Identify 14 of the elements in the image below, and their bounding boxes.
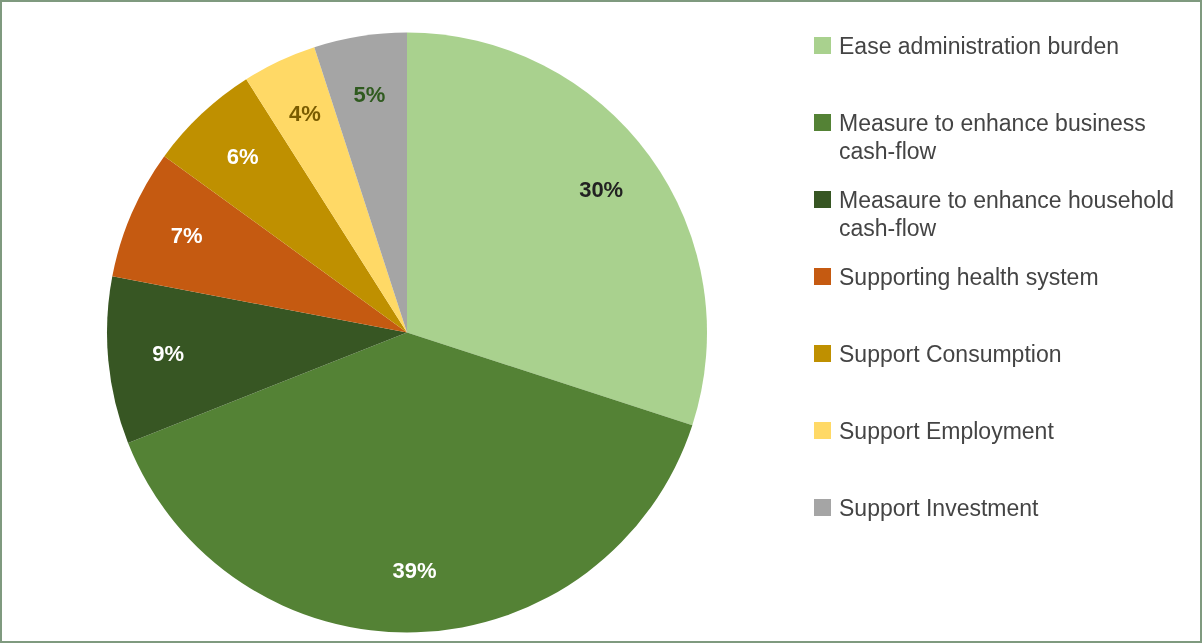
legend-label: Support Consumption bbox=[839, 340, 1062, 368]
data-label: 30% bbox=[579, 177, 624, 203]
legend-label: Supporting health system bbox=[839, 263, 1099, 291]
legend-label: Ease administration burden bbox=[839, 32, 1119, 60]
data-label: 6% bbox=[226, 143, 259, 169]
data-label: 9% bbox=[152, 341, 184, 367]
legend-label: Measaure to enhance household cash-flow bbox=[839, 186, 1176, 242]
data-label: 7% bbox=[170, 223, 203, 249]
data-label: 4% bbox=[288, 101, 321, 127]
legend-label: Support Investment bbox=[839, 494, 1039, 522]
legend-label: Support Employment bbox=[839, 417, 1054, 445]
data-label: 5% bbox=[353, 81, 386, 107]
data-label: 39% bbox=[392, 558, 437, 584]
legend-label: Measure to enhance business cash-flow bbox=[839, 109, 1147, 165]
